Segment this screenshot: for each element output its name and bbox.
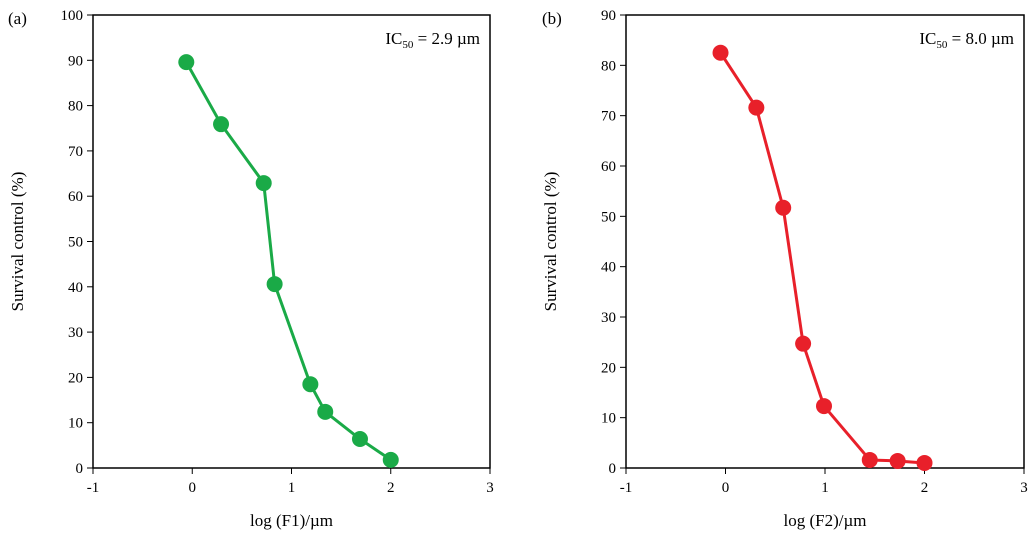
data-point (255, 175, 272, 192)
data-point (916, 454, 933, 471)
x-tick-label: 2 (387, 480, 395, 496)
data-point (816, 398, 833, 415)
y-tick-label: 40 (68, 280, 83, 296)
data-point (302, 376, 319, 393)
ic50-annotation: IC50 = 8.0 µm (919, 29, 1014, 51)
y-tick-label: 50 (68, 235, 83, 251)
data-point (748, 99, 765, 116)
x-tick-label: -1 (87, 480, 100, 496)
data-point (382, 451, 399, 468)
x-tick-label: 1 (288, 480, 296, 496)
data-point (861, 451, 878, 468)
y-tick-label: 70 (601, 109, 616, 125)
panel-label: (b) (542, 9, 562, 28)
y-tick-label: 0 (609, 461, 617, 477)
y-tick-label: 10 (601, 411, 616, 427)
y-tick-label: 30 (68, 325, 83, 341)
data-point (795, 335, 812, 352)
data-point (889, 452, 906, 469)
data-point (351, 431, 368, 448)
y-axis-label: Survival control (%) (541, 172, 560, 312)
y-tick-label: 70 (68, 144, 83, 160)
y-tick-label: 20 (68, 370, 83, 386)
x-tick-label: 3 (1020, 480, 1028, 496)
plot-frame (92, 14, 491, 469)
x-axis-label: log (F2)/µm (784, 511, 867, 530)
data-point (317, 403, 334, 420)
y-tick-label: 90 (601, 8, 616, 24)
y-tick-label: 40 (601, 260, 616, 276)
x-axis-label: log (F1)/µm (250, 511, 333, 530)
x-tick-label: 0 (722, 480, 730, 496)
y-tick-label: 90 (68, 53, 83, 69)
data-point (213, 116, 230, 133)
y-tick-label: 80 (68, 99, 83, 115)
y-axis-label: Survival control (%) (8, 172, 27, 312)
x-tick-label: 3 (486, 480, 494, 496)
data-point (775, 199, 792, 216)
data-point (178, 54, 195, 71)
y-tick-label: 60 (601, 159, 616, 175)
y-tick-label: 10 (68, 416, 83, 432)
y-tick-label: 20 (601, 360, 616, 376)
y-tick-label: 60 (68, 189, 83, 205)
x-tick-label: 2 (921, 480, 929, 496)
y-tick-label: 50 (601, 209, 616, 225)
data-point (266, 276, 283, 293)
y-tick-label: 100 (61, 8, 84, 24)
x-tick-label: 0 (189, 480, 197, 496)
data-point (712, 44, 729, 61)
x-tick-label: 1 (821, 480, 829, 496)
ic50-annotation: IC50 = 2.9 µm (385, 29, 480, 51)
y-tick-label: 0 (76, 461, 84, 477)
y-tick-label: 30 (601, 310, 616, 326)
panel-label: (a) (8, 9, 27, 28)
x-tick-label: -1 (620, 480, 633, 496)
y-tick-label: 80 (601, 58, 616, 74)
